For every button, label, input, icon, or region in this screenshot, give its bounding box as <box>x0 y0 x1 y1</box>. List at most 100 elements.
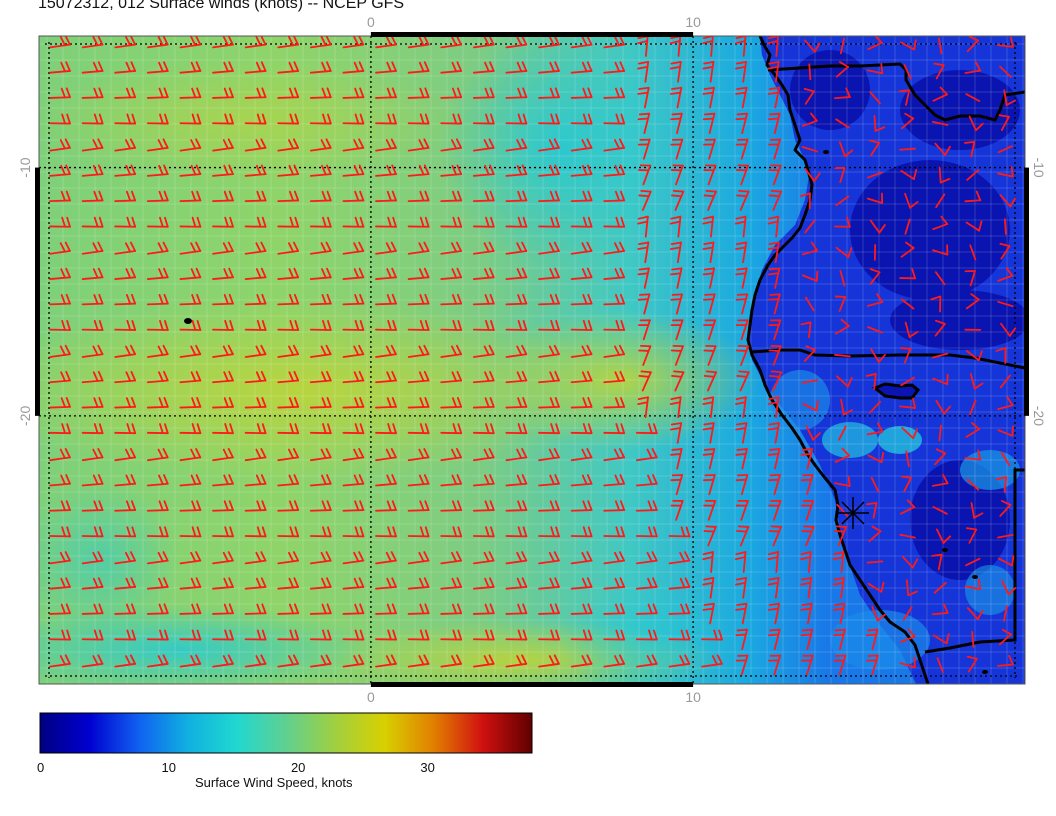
wind-barb <box>472 629 495 641</box>
coastline <box>746 36 930 684</box>
wind-barb <box>146 190 169 203</box>
wind-barb <box>81 113 104 125</box>
wind-barb <box>440 36 463 49</box>
wind-barb <box>903 64 912 80</box>
wind-barb <box>407 474 430 487</box>
wind-barb <box>637 396 649 419</box>
wind-barb <box>342 216 365 228</box>
wind-barb <box>603 36 626 49</box>
wind-barb <box>146 216 169 228</box>
wind-barb <box>49 629 71 641</box>
wind-barb <box>244 267 267 280</box>
wind-barb <box>835 318 850 335</box>
wind-barb <box>804 168 821 182</box>
wind-barb <box>603 190 626 203</box>
wind-barb <box>212 577 234 590</box>
wind-barb <box>570 629 593 641</box>
wind-barb <box>999 374 1011 389</box>
wind-barb <box>538 577 560 590</box>
wind-barb <box>114 551 137 565</box>
wind-barb <box>997 145 1014 154</box>
wind-barb <box>866 560 884 564</box>
country-border-north <box>767 62 1025 122</box>
wind-barb <box>932 244 949 256</box>
wind-barb <box>179 474 202 487</box>
wind-barb <box>966 169 980 181</box>
wind-barb <box>114 448 137 462</box>
wind-barb <box>603 319 626 331</box>
wind-barb <box>407 551 430 565</box>
wind-barb <box>834 87 851 100</box>
wind-barb <box>244 500 267 512</box>
wind-barb <box>375 423 397 435</box>
wind-barb <box>1003 89 1016 106</box>
wind-barb <box>146 241 169 255</box>
wind-barb <box>49 551 71 565</box>
wind-barb <box>997 555 1015 567</box>
wind-barb <box>212 319 234 331</box>
wind-barb <box>244 629 267 641</box>
wind-barb <box>670 448 683 470</box>
wind-barb <box>935 399 952 415</box>
wind-barb <box>440 267 463 280</box>
wind-barb <box>212 241 234 255</box>
wind-barb <box>905 450 910 468</box>
wind-barb <box>440 87 463 99</box>
wind-barb <box>803 345 816 362</box>
wind-barb <box>146 113 169 125</box>
wind-barb <box>635 474 658 487</box>
wind-barb <box>81 216 104 228</box>
wind-barb <box>805 296 815 312</box>
wind-barb <box>866 63 884 75</box>
wind-barb <box>867 581 885 593</box>
wind-barb <box>440 423 463 435</box>
wind-barb <box>375 319 397 331</box>
wind-barb <box>244 577 267 590</box>
wind-barb <box>702 267 715 289</box>
wind-barb <box>472 241 495 255</box>
wind-barb <box>999 242 1011 260</box>
wind-barb <box>505 500 528 512</box>
wind-barb <box>342 629 365 641</box>
wind-barb <box>964 140 976 158</box>
wind-barb <box>570 87 593 99</box>
wind-barb <box>933 62 945 80</box>
wind-barb <box>800 551 812 573</box>
wind-barb <box>669 215 682 238</box>
wind-barb <box>538 423 560 435</box>
wind-barb <box>668 603 691 615</box>
wind-barb <box>570 474 593 487</box>
wind-barb <box>901 426 918 440</box>
wind-barb <box>538 267 560 280</box>
wind-barb <box>309 87 332 99</box>
wind-barb <box>375 241 397 255</box>
wind-barb <box>931 603 949 616</box>
wind-barb <box>472 36 495 49</box>
wind-barb <box>570 113 593 125</box>
wind-barb <box>834 166 846 184</box>
wind-barb <box>936 528 952 544</box>
wind-barb <box>277 113 300 125</box>
wind-barb <box>670 267 683 289</box>
wind-barb <box>81 370 104 384</box>
wind-barb <box>505 577 528 590</box>
wind-barb <box>146 474 169 487</box>
wind-barb <box>146 551 169 565</box>
wind-barb <box>49 267 71 280</box>
wind-barb <box>179 654 202 668</box>
wind-barb <box>179 526 202 538</box>
wind-barb <box>603 397 626 409</box>
wind-barb <box>309 577 332 590</box>
wind-barb <box>635 629 658 641</box>
wind-barb <box>375 164 397 177</box>
wind-barb <box>965 350 983 362</box>
wind-barb <box>472 138 495 152</box>
wind-barb <box>244 113 267 125</box>
wind-barb <box>637 319 651 341</box>
wind-barb <box>309 61 332 74</box>
wind-barb <box>81 138 104 152</box>
wind-barb <box>146 61 169 74</box>
wind-barb <box>635 577 658 590</box>
wind-barb <box>768 499 782 521</box>
wind-barb <box>49 36 71 49</box>
